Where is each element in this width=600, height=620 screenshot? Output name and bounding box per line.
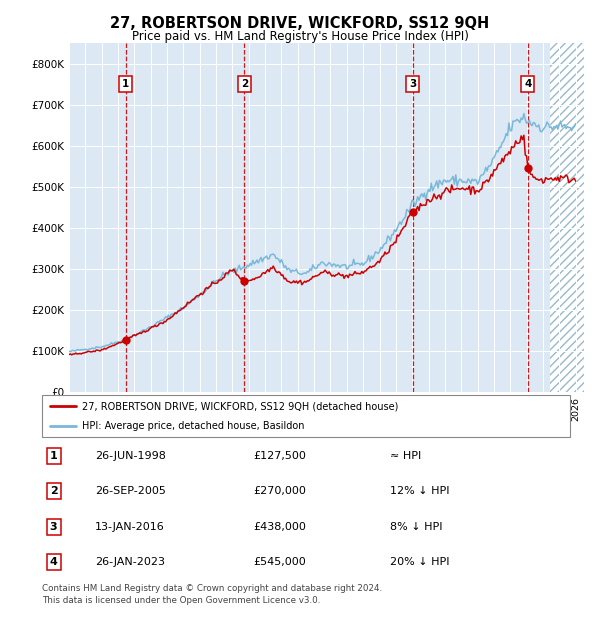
Text: 2: 2 [241, 79, 248, 89]
Text: £438,000: £438,000 [253, 521, 306, 532]
Text: £270,000: £270,000 [253, 486, 306, 497]
Text: HPI: Average price, detached house, Basildon: HPI: Average price, detached house, Basi… [82, 421, 304, 431]
Text: ≈ HPI: ≈ HPI [391, 451, 422, 461]
Text: Price paid vs. HM Land Registry's House Price Index (HPI): Price paid vs. HM Land Registry's House … [131, 30, 469, 43]
Text: £127,500: £127,500 [253, 451, 306, 461]
FancyBboxPatch shape [42, 395, 570, 437]
Text: 1: 1 [122, 79, 130, 89]
Bar [550, 43, 584, 392]
Text: 13-JAN-2016: 13-JAN-2016 [95, 521, 164, 532]
Text: 3: 3 [50, 521, 58, 532]
Text: Contains HM Land Registry data © Crown copyright and database right 2024.
This d: Contains HM Land Registry data © Crown c… [42, 584, 382, 605]
Text: 26-JUN-1998: 26-JUN-1998 [95, 451, 166, 461]
Text: £545,000: £545,000 [253, 557, 306, 567]
Text: 4: 4 [524, 79, 532, 89]
Text: 27, ROBERTSON DRIVE, WICKFORD, SS12 9QH: 27, ROBERTSON DRIVE, WICKFORD, SS12 9QH [110, 16, 490, 31]
Text: 12% ↓ HPI: 12% ↓ HPI [391, 486, 450, 497]
Text: 1: 1 [50, 451, 58, 461]
Text: 3: 3 [409, 79, 416, 89]
Text: 8% ↓ HPI: 8% ↓ HPI [391, 521, 443, 532]
Text: 27, ROBERTSON DRIVE, WICKFORD, SS12 9QH (detached house): 27, ROBERTSON DRIVE, WICKFORD, SS12 9QH … [82, 401, 398, 411]
Text: 4: 4 [50, 557, 58, 567]
Text: 2: 2 [50, 486, 58, 497]
Text: 26-JAN-2023: 26-JAN-2023 [95, 557, 165, 567]
Text: 26-SEP-2005: 26-SEP-2005 [95, 486, 166, 497]
Text: 20% ↓ HPI: 20% ↓ HPI [391, 557, 450, 567]
